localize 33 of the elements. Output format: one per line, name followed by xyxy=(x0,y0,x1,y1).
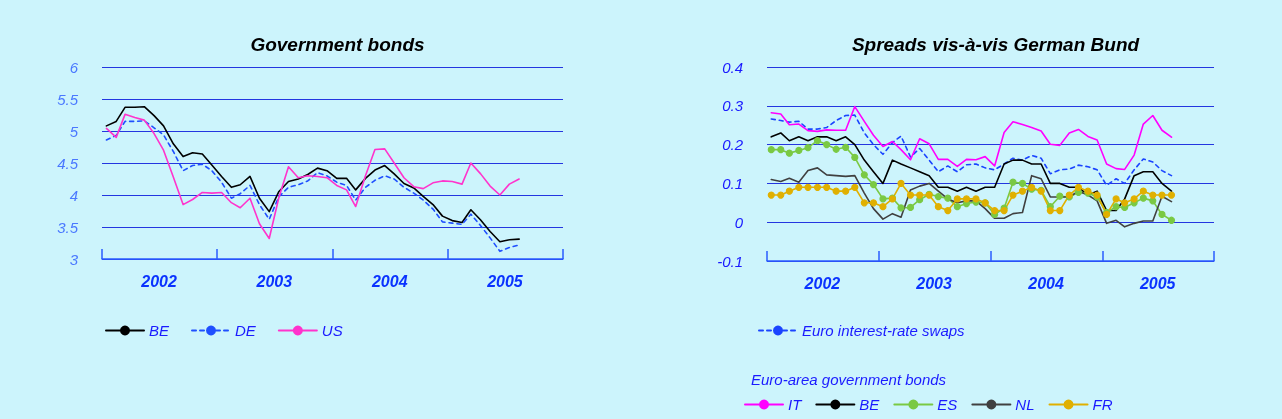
y-tick-label: 0.1 xyxy=(722,174,743,192)
legend-label: Euro interest-rate swaps xyxy=(802,322,966,339)
legend-label: IT xyxy=(788,396,804,413)
legend-label: ES xyxy=(937,396,958,413)
y-tick-label: 6 xyxy=(69,58,79,76)
x-tick-label: 2004 xyxy=(370,272,408,290)
y-tick-label: 4.5 xyxy=(57,154,79,172)
x-tick-label: 2003 xyxy=(915,274,952,292)
chart-title: Government bonds xyxy=(250,34,425,55)
y-tick-label: 3.5 xyxy=(57,218,79,236)
legend-label: DE xyxy=(235,322,257,339)
y-tick-label: 5.5 xyxy=(57,90,79,108)
y-tick-label: -0.1 xyxy=(717,252,743,270)
y-tick-label: 0 xyxy=(734,213,744,231)
x-tick-label: 2002 xyxy=(140,272,178,290)
chart-title: Spreads vis-à-vis German Bund xyxy=(851,34,1140,55)
legend-label: FR xyxy=(1092,396,1113,413)
y-tick-label: 5 xyxy=(69,122,79,140)
legend-label: US xyxy=(321,322,343,339)
y-tick-label: 3 xyxy=(69,250,79,268)
x-tick-label: 2005 xyxy=(1138,274,1177,292)
legend-label: BE xyxy=(859,396,881,413)
x-tick-label: 2003 xyxy=(255,272,293,290)
y-tick-label: 0.3 xyxy=(722,97,744,115)
legend-label: NL xyxy=(1015,396,1035,413)
x-tick-label: 2002 xyxy=(803,274,841,292)
x-tick-label: 2005 xyxy=(486,272,524,290)
y-tick-label: 0.2 xyxy=(722,136,744,154)
y-tick-label: 0.4 xyxy=(722,58,743,76)
x-tick-label: 2004 xyxy=(1027,274,1064,292)
legend-label: BE xyxy=(149,322,170,339)
legend-title: Euro-area government bonds xyxy=(751,371,947,388)
y-tick-label: 4 xyxy=(69,186,78,204)
